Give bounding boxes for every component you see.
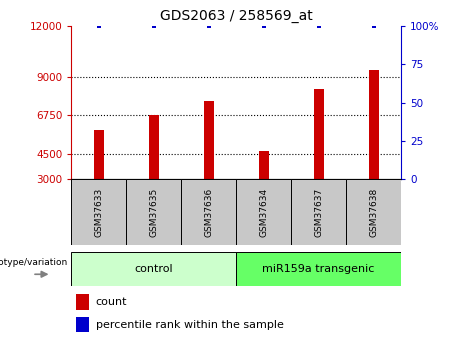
Bar: [236, 179, 291, 245]
Title: GDS2063 / 258569_at: GDS2063 / 258569_at: [160, 9, 313, 23]
Text: genotype/variation: genotype/variation: [0, 258, 68, 267]
Point: [260, 23, 267, 29]
Bar: [149, 116, 159, 179]
Bar: [181, 179, 236, 245]
Bar: [71, 179, 126, 245]
Bar: [314, 89, 324, 179]
Bar: [369, 70, 378, 179]
Point: [205, 23, 213, 29]
Bar: [126, 179, 181, 245]
Text: GSM37634: GSM37634: [259, 188, 268, 237]
Text: GSM37637: GSM37637: [314, 188, 323, 237]
Bar: [291, 179, 346, 245]
Bar: [76, 317, 89, 333]
Text: percentile rank within the sample: percentile rank within the sample: [96, 320, 284, 330]
Text: GSM37638: GSM37638: [369, 188, 378, 237]
Bar: [346, 179, 401, 245]
Point: [370, 23, 377, 29]
Text: miR159a transgenic: miR159a transgenic: [262, 264, 375, 274]
Point: [315, 23, 322, 29]
Bar: [94, 130, 104, 179]
Bar: [204, 101, 214, 179]
Text: GSM37633: GSM37633: [95, 188, 103, 237]
Bar: [236, 252, 401, 286]
Text: count: count: [96, 297, 127, 307]
Bar: [71, 252, 236, 286]
Text: GSM37635: GSM37635: [149, 188, 159, 237]
Text: control: control: [135, 264, 173, 274]
Bar: [259, 151, 269, 179]
Point: [95, 23, 103, 29]
Text: GSM37636: GSM37636: [204, 188, 213, 237]
Point: [150, 23, 158, 29]
Bar: [76, 294, 89, 310]
